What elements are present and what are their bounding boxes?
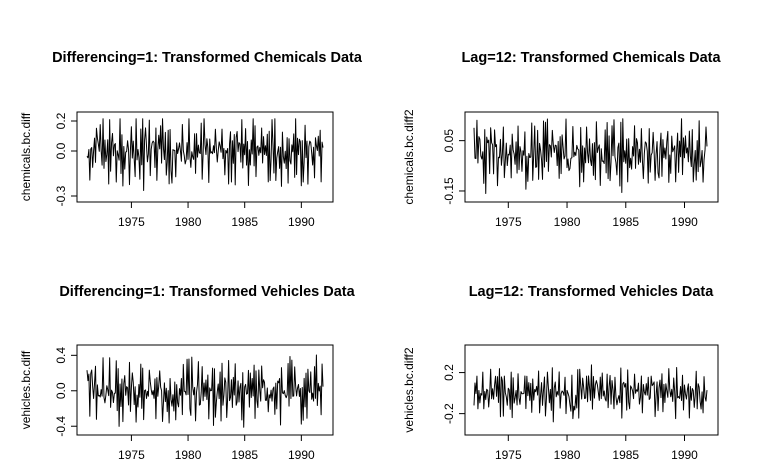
y-tick-label: -0.4: [54, 416, 68, 437]
series-line: [473, 364, 708, 423]
series-line: [473, 118, 708, 194]
x-tick-label: 1975: [118, 215, 145, 229]
chart-title: Differencing=1: Transformed Chemicals Da…: [52, 50, 363, 66]
y-tick-label: 0.05: [442, 129, 456, 153]
chart-title: Differencing=1: Transformed Vehicles Dat…: [59, 284, 355, 300]
chart-panel-3: Differencing=1: Transformed Vehicles Dat…: [19, 284, 356, 462]
y-tick-label: 0.0: [54, 382, 68, 399]
x-tick-label: 1985: [231, 215, 258, 229]
y-tick-label: 0.2: [54, 112, 68, 129]
x-tick-label: 1975: [495, 215, 522, 229]
series-line: [86, 354, 324, 428]
x-tick-label: 1985: [612, 215, 639, 229]
y-tick-label: 0.0: [54, 142, 68, 159]
y-tick-label: -0.15: [442, 177, 456, 205]
x-tick-label: 1990: [671, 448, 698, 462]
x-tick-label: 1990: [288, 448, 315, 462]
x-tick-label: 1980: [175, 448, 202, 462]
chart-panel-2: Lag=12: Transformed Chemicals Data 1975 19…: [402, 50, 721, 229]
x-tick-label: 1980: [554, 448, 581, 462]
chart-panel-1: Differencing=1: Transformed Chemicals Da…: [19, 50, 363, 229]
y-tick-label: 0.2: [442, 364, 456, 381]
x-tick-label: 1985: [231, 448, 258, 462]
x-tick-label: 1985: [612, 448, 639, 462]
x-tick-label: 1975: [495, 448, 522, 462]
y-axis-label: chemicals.bc.diff2: [402, 109, 416, 204]
x-tick-label: 1980: [554, 215, 581, 229]
x-tick-label: 1975: [118, 448, 145, 462]
y-tick-label: -0.2: [442, 403, 456, 424]
chart-title: Lag=12: Transformed Chemicals Data: [461, 50, 721, 66]
x-tick-label: 1990: [288, 215, 315, 229]
x-tick-label: 1980: [175, 215, 202, 229]
series-line: [86, 118, 324, 191]
chart-panel-4: Lag=12: Transformed Vehicles Data 1975 198…: [402, 284, 719, 462]
y-tick-label: 0.4: [54, 347, 68, 364]
y-axis-label: vehicles.bc.diff2: [402, 347, 416, 432]
chart-title: Lag=12: Transformed Vehicles Data: [469, 284, 715, 300]
y-axis-label: chemicals.bc.diff: [19, 112, 33, 201]
y-tick-label: -0.3: [54, 185, 68, 206]
y-axis-label: vehicles.bc.diff: [19, 350, 33, 429]
x-tick-label: 1990: [671, 215, 698, 229]
